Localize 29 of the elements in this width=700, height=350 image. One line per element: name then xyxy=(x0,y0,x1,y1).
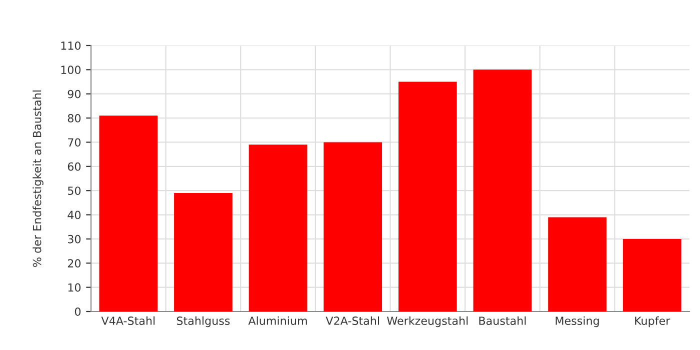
y-tick-label: 100 xyxy=(61,66,81,74)
y-tick-label: 50 xyxy=(68,186,81,195)
y-tick-label: 70 xyxy=(68,138,81,147)
bar xyxy=(473,70,532,312)
bar xyxy=(622,238,682,312)
x-tick-label: Stahlguss xyxy=(176,316,230,328)
y-tick-label: 80 xyxy=(68,114,81,122)
bar xyxy=(324,142,382,312)
x-tick-label: Messing xyxy=(556,316,599,328)
x-tick-label: V2A-Stahl xyxy=(326,316,379,325)
x-tick-label: Baustahl xyxy=(479,316,526,325)
bar xyxy=(398,82,457,312)
bar xyxy=(248,144,308,312)
y-tick-label: 0 xyxy=(74,307,81,316)
y-tick-label: 110 xyxy=(61,41,81,50)
y-tick-label: 90 xyxy=(68,90,81,98)
y-tick-label: 40 xyxy=(68,210,81,220)
y-tick-label: 30 xyxy=(68,234,81,244)
x-tick-label: Kupfer xyxy=(635,316,670,328)
y-axis-title: % der Endfestigkeit an Baustahl xyxy=(32,90,44,267)
x-tick-label: Werkzeugstahl xyxy=(387,316,468,328)
y-tick-label: 20 xyxy=(68,259,81,268)
bar xyxy=(548,217,606,312)
x-tick-label: Aluminium xyxy=(248,316,307,325)
y-tick-label: 10 xyxy=(68,283,81,292)
bar xyxy=(174,193,232,312)
y-tick-label: 60 xyxy=(68,162,81,171)
x-tick-label: V4A-Stahl xyxy=(101,316,155,325)
bar xyxy=(99,116,158,312)
